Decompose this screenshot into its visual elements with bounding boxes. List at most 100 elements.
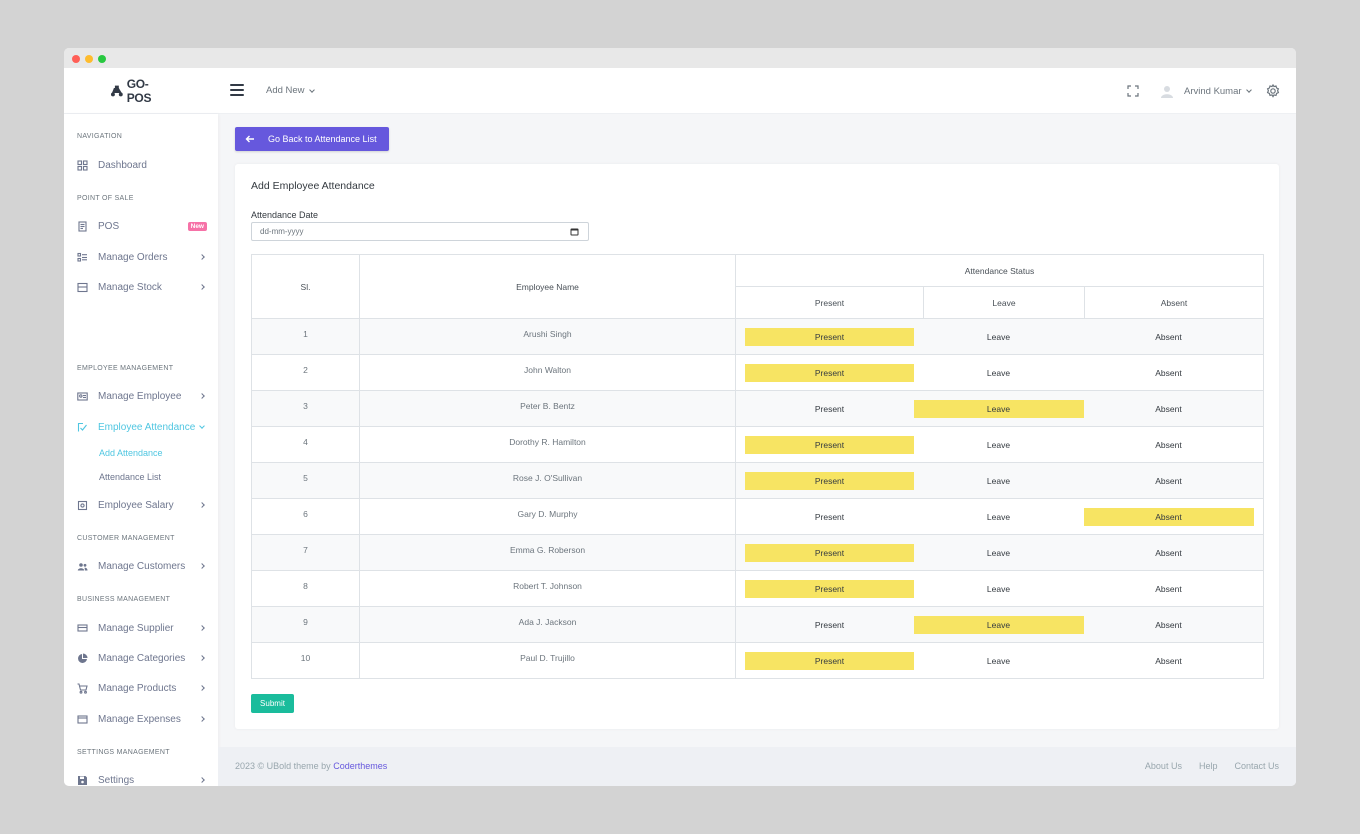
leave-cell: Leave [923,462,1085,499]
author-link[interactable]: Coderthemes [333,761,388,771]
add-new-dropdown[interactable]: Add New [266,85,315,96]
row-sl: 8 [251,570,360,607]
calendar-icon[interactable] [570,227,579,236]
table-row: 8 Robert T. Johnson Present Leave Absent [251,570,1264,607]
row-employee-name: Arushi Singh [359,318,736,355]
absent-option[interactable]: Absent [1083,508,1254,526]
footer-link-contact[interactable]: Contact Us [1234,761,1279,771]
absent-option[interactable]: Absent [1155,404,1182,414]
sidebar-item-manage-customers[interactable]: Manage Customers [77,558,207,574]
fullscreen-icon[interactable] [1127,85,1139,97]
present-option[interactable]: Present [814,512,845,522]
footer-link-help[interactable]: Help [1198,761,1218,771]
present-option[interactable]: Present [745,652,914,670]
sidebar-subitem-attendance-list[interactable]: Attendance List [99,472,162,482]
copyright-text: 2023 © UBold theme by [235,761,331,771]
present-option[interactable]: Present [745,472,914,490]
absent-cell: Absent [1084,462,1264,499]
leave-option[interactable]: Leave [986,476,1011,486]
sidebar-item-dashboard[interactable]: Dashboard [77,157,207,173]
money-icon [77,500,88,510]
sidebar-item-manage-supplier[interactable]: Manage Supplier [77,620,207,636]
card-title: Add Employee Attendance [251,180,375,192]
leave-option[interactable]: Leave [986,332,1011,342]
leave-option[interactable]: Leave [986,548,1011,558]
chevron-down-icon [1245,87,1252,93]
absent-option[interactable]: Absent [1155,332,1182,342]
id-card-icon [77,391,88,401]
leave-option[interactable]: Leave [986,512,1011,522]
sidebar-subitem-add-attendance[interactable]: Add Attendance [99,448,163,458]
sidebar-item-employee-attendance[interactable]: Employee Attendance [77,419,207,435]
table-row: 2 John Walton Present Leave Absent [251,354,1264,391]
sidebar-item-label: Employee Attendance [98,421,196,433]
absent-option[interactable]: Absent [1155,620,1182,630]
present-option[interactable]: Present [745,328,914,346]
table-row: 3 Peter B. Bentz Present Leave Absent [251,390,1264,427]
sidebar-item-label: Dashboard [98,159,147,171]
row-sl: 2 [251,354,360,391]
truck-icon [77,623,88,632]
brand-logo[interactable]: GO-POS [110,77,172,105]
browser-window: GO-POS Add New Arvind Kumar NAVIGATION [64,48,1296,786]
present-cell: Present [735,318,924,355]
absent-option[interactable]: Absent [1155,548,1182,558]
leave-cell: Leave [923,498,1085,535]
chevron-right-icon [199,655,205,661]
absent-option[interactable]: Absent [1155,584,1182,594]
sidebar-item-employee-salary[interactable]: Employee Salary [77,497,207,513]
present-option[interactable]: Present [814,620,845,630]
sidebar-item-label: Manage Categories [98,652,186,664]
absent-cell: Absent [1084,642,1264,679]
present-option[interactable]: Present [745,580,914,598]
sidebar-item-manage-categories[interactable]: Manage Categories [77,650,207,666]
present-option[interactable]: Present [745,544,914,562]
present-option[interactable]: Present [745,436,914,454]
present-cell: Present [735,498,924,535]
row-sl: 6 [251,498,360,535]
absent-option[interactable]: Absent [1155,656,1182,666]
sidebar-item-manage-expenses[interactable]: Manage Expenses [77,711,207,727]
table-row: 5 Rose J. O'Sullivan Present Leave Absent [251,462,1264,499]
menu-toggle-icon[interactable] [230,84,244,96]
absent-option[interactable]: Absent [1155,368,1182,378]
sidebar-item-manage-orders[interactable]: Manage Orders [77,249,207,265]
pie-chart-icon [78,653,88,663]
leave-option[interactable]: Leave [986,584,1011,594]
leave-option[interactable]: Leave [986,656,1011,666]
scooter-icon [110,85,123,97]
sidebar-item-pos[interactable]: POS New [77,218,207,234]
sidebar-item-settings[interactable]: Settings [77,772,207,786]
header-present: Present [735,286,924,319]
submit-button[interactable]: Submit [251,694,294,713]
header-attendance-status: Attendance Status [735,254,1264,287]
attendance-date-input[interactable]: dd-mm-yyyy [251,222,589,241]
sidebar-item-manage-products[interactable]: Manage Products [77,680,207,696]
maximize-window-dot[interactable] [98,55,106,63]
leave-option[interactable]: Leave [986,440,1011,450]
leave-option[interactable]: Leave [913,616,1084,634]
sidebar-item-manage-stock[interactable]: Manage Stock [77,279,207,295]
leave-option[interactable]: Leave [913,400,1084,418]
row-employee-name: Emma G. Roberson [359,534,736,571]
back-to-attendance-list-button[interactable]: Go Back to Attendance List [235,127,389,151]
absent-option[interactable]: Absent [1155,476,1182,486]
present-option[interactable]: Present [745,364,914,382]
sidebar-item-manage-employee[interactable]: Manage Employee [77,388,207,404]
row-employee-name: Dorothy R. Hamilton [359,426,736,463]
section-employee-management: EMPLOYEE MANAGEMENT [77,365,174,372]
sidebar-item-label: Manage Supplier [98,622,174,634]
footer-link-about[interactable]: About Us [1144,761,1182,771]
minimize-window-dot[interactable] [85,55,93,63]
absent-option[interactable]: Absent [1155,440,1182,450]
attendance-icon [77,422,87,431]
gear-icon[interactable] [1266,84,1280,98]
leave-option[interactable]: Leave [986,368,1011,378]
user-menu[interactable]: Arvind Kumar [1160,82,1252,100]
section-customer-management: CUSTOMER MANAGEMENT [77,535,175,542]
row-sl: 9 [251,606,360,643]
present-option[interactable]: Present [814,404,845,414]
close-window-dot[interactable] [72,55,80,63]
table-row: 4 Dorothy R. Hamilton Present Leave Absent [251,426,1264,463]
present-cell: Present [735,642,924,679]
